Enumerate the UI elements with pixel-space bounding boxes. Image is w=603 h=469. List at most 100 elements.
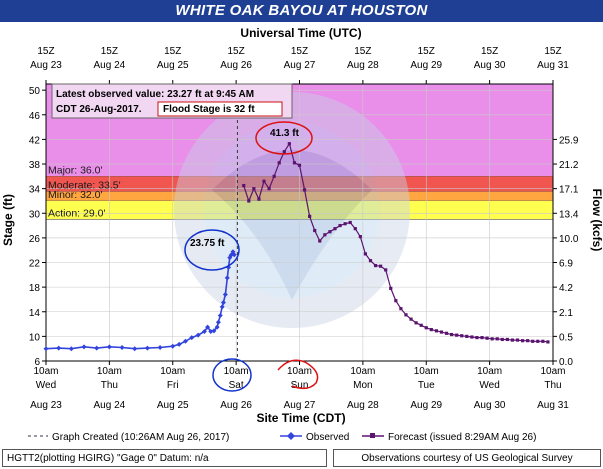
forecast-point: [470, 335, 474, 339]
forecast-peak-annotation: 41.3 ft: [255, 121, 313, 155]
right-tick-label: 17.1: [559, 185, 579, 196]
bottom-tick-date: Aug 30: [474, 400, 506, 411]
top-tick-date: Aug 23: [30, 60, 62, 71]
forecast-point: [323, 233, 327, 237]
datum-footer: HGTT2(plotting HGIRG) "Gage 0" Datum: n/…: [2, 449, 327, 467]
left-tick-label: 14: [29, 308, 41, 319]
left-tick-label: 6: [34, 357, 40, 368]
bottom-tick-day: Thu: [101, 380, 118, 391]
top-tick-label: 15Z: [228, 46, 245, 57]
forecast-point: [313, 228, 317, 233]
forecast-point: [373, 263, 378, 268]
flood-category-labels: Major: 36.0' Moderate: 33.5'Minor: 32.0' A…: [48, 164, 121, 219]
observed-peak-annotation: 23.75 ft: [184, 229, 240, 271]
observed-point: [182, 338, 188, 344]
series-layer: [43, 142, 550, 352]
latest-observed-text: Latest observed value: 23.27 ft at 9:45 …: [56, 89, 254, 100]
bottom-tick-date: Aug 26: [220, 400, 252, 411]
forecast-point: [541, 339, 545, 343]
observed-point: [222, 292, 228, 298]
left-tick-label: 42: [29, 135, 41, 146]
bottom-tick-date: Aug 24: [94, 400, 126, 411]
top-tick-label: 15Z: [291, 46, 308, 57]
observed-point: [189, 335, 195, 341]
forecast-point: [419, 323, 423, 327]
forecast-point: [531, 339, 535, 343]
noaa-watermark: [174, 92, 410, 328]
observed-point: [208, 328, 214, 334]
bottom-tick-day: Wed: [479, 380, 499, 391]
top-tick-date: Aug 29: [410, 60, 442, 71]
forecast-point: [465, 334, 469, 338]
forecast-point: [379, 264, 383, 268]
forecast-point: [455, 333, 459, 337]
left-tick-label: 10: [29, 332, 41, 343]
forecast-point: [302, 188, 307, 192]
bottom-tick-time: 10am: [160, 366, 185, 377]
left-tick-label: 34: [29, 185, 41, 196]
forecast-point: [343, 222, 347, 226]
left-tick-label: 18: [29, 283, 41, 294]
observed-point: [195, 332, 201, 338]
forecast-point: [434, 329, 438, 333]
bottom-tick-day: Thu: [544, 380, 561, 391]
forecast-point: [353, 227, 357, 231]
forecast-point: [409, 317, 413, 321]
observed-point: [176, 341, 182, 347]
bottom-tick-day: Sun: [291, 380, 309, 391]
right-tick-label: 13.4: [559, 209, 579, 220]
top-tick-label: 15Z: [481, 46, 498, 57]
forecast-point: [510, 338, 515, 342]
chart-title: WHITE OAK BAYOU AT HOUSTON: [0, 0, 603, 22]
observed-point: [144, 345, 150, 351]
top-tick-date: Aug 25: [157, 60, 189, 71]
top-tick-date: Aug 30: [474, 60, 506, 71]
forecast-point: [444, 331, 449, 335]
bottom-tick-date: Aug 28: [347, 400, 379, 411]
forecast-point: [368, 259, 373, 263]
forecast-point: [363, 252, 368, 256]
forecast-point: [546, 340, 550, 344]
bottom-tick-time: 10am: [350, 366, 375, 377]
forecast-point: [287, 142, 291, 146]
left-tick-label: 26: [29, 234, 41, 245]
observed-point: [170, 343, 176, 349]
forecast-point: [262, 179, 266, 183]
right-tick-label: 2.1: [559, 308, 573, 319]
right-tick-label: 4.2: [559, 283, 573, 294]
observed-point: [214, 324, 220, 330]
top-tick-label: 15Z: [354, 46, 371, 57]
forecast-point: [536, 339, 540, 343]
right-axis-title: Flow (kcfs): [590, 189, 603, 252]
top-tick-date: Aug 28: [347, 60, 379, 71]
top-tick-label: 15Z: [544, 46, 561, 57]
bottom-tick-time: 10am: [477, 366, 502, 377]
top-tick-label: 15Z: [101, 46, 118, 57]
top-tick-date: Aug 27: [284, 60, 316, 71]
left-tick-label: 30: [29, 209, 41, 220]
axis-ticks: 6 10 14 18 22 26 30 34 38 42 46 50 0.0 0.5 2.1 4.2 6.9 10…: [29, 46, 579, 411]
forecast-point: [328, 230, 332, 234]
flood-label-2: Minor: 32.0': [48, 189, 103, 201]
forecast-point: [399, 307, 403, 311]
observed-point: [106, 344, 112, 350]
forecast-point: [348, 220, 352, 225]
right-tick-label: 10.0: [559, 234, 579, 245]
forecast-point: [495, 337, 499, 341]
forecast-point: [515, 338, 520, 342]
forecast-point: [242, 183, 246, 188]
right-tick-label: 21.2: [559, 160, 579, 171]
forecast-point: [267, 187, 271, 191]
observed-point: [68, 346, 74, 352]
forecast-point: [500, 337, 504, 342]
latest-observed-date: CDT 26-Aug-2017.: [56, 104, 142, 115]
observed-point: [231, 252, 237, 258]
forecast-point: [308, 214, 312, 218]
observed-peak-label: 23.75 ft: [190, 238, 225, 249]
observed-point: [43, 346, 49, 352]
forecast-point: [318, 239, 322, 243]
forecast-point: [414, 321, 418, 325]
observed-point: [224, 275, 230, 281]
legend-forecast: Forecast (issued 8:29AM Aug 26): [388, 432, 536, 443]
flood-label-0: Major: 36.0': [48, 164, 103, 176]
